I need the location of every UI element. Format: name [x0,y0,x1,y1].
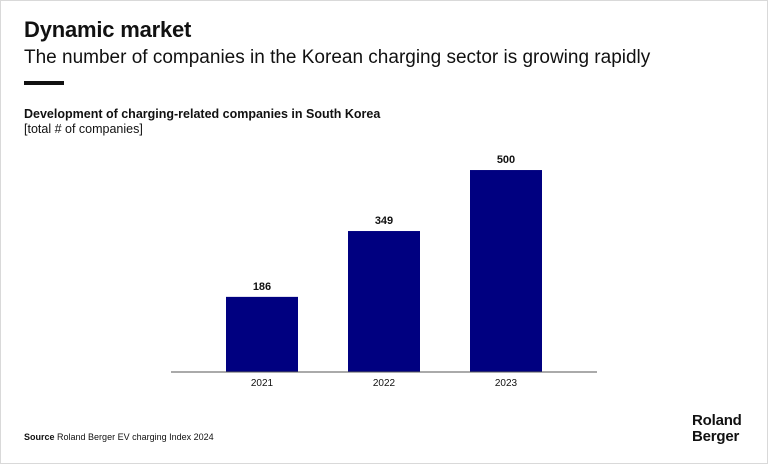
x-tick-label-2021: 2021 [251,378,274,389]
logo-line-1: Roland [692,412,742,429]
data-label-2022: 349 [375,215,393,227]
label-group: 186 2021 349 2022 500 2023 [251,154,518,389]
chart-title: Development of charging-related companie… [24,107,381,121]
bar-2021 [226,296,298,372]
bar-2023 [470,170,542,372]
x-tick-label-2022: 2022 [373,378,396,389]
page-subtitle: The number of companies in the Korean ch… [24,47,651,68]
roland-berger-logo: Roland Berger [692,413,742,445]
chart-unit-label: [total # of companies] [24,122,143,136]
source-label: Source [24,432,55,442]
title-accent-bar [24,81,64,85]
source-text: Roland Berger EV charging Index 2024 [57,432,214,442]
x-tick-label-2023: 2023 [495,378,518,389]
source-note: Source Roland Berger EV charging Index 2… [24,432,214,442]
bar-2022 [348,231,420,372]
page-title: Dynamic market [24,17,192,42]
logo-line-2: Berger [692,428,740,445]
data-label-2023: 500 [497,154,515,166]
data-label-2021: 186 [253,281,271,293]
bar-group [226,170,542,372]
